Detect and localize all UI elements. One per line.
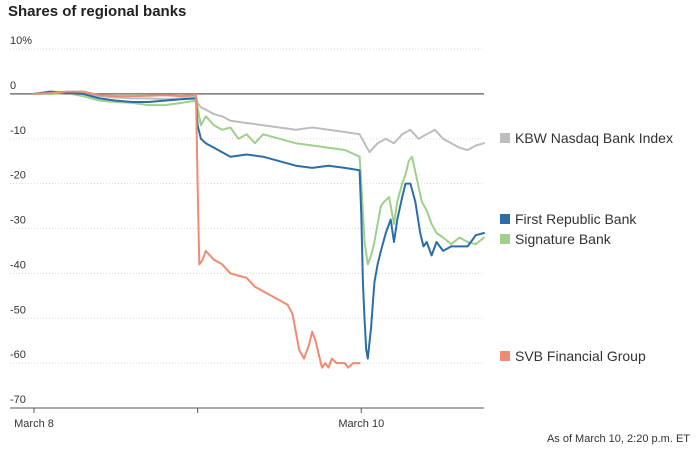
legend-swatch bbox=[500, 214, 510, 224]
chart-title: Shares of regional banks bbox=[8, 3, 187, 20]
y-tick-label: -50 bbox=[10, 304, 26, 316]
series-line-first-republic-bank bbox=[33, 90, 485, 360]
y-tick-label: 10% bbox=[10, 35, 32, 47]
x-tick-label: March 10 bbox=[338, 418, 384, 430]
legend: KBW Nasdaq Bank Index First Republic Bank… bbox=[500, 130, 673, 364]
y-tick-label: -60 bbox=[10, 349, 26, 361]
y-tick-label: -70 bbox=[10, 394, 26, 406]
chart-footnote: As of March 10, 2:20 p.m. ET bbox=[546, 433, 690, 445]
y-tick-label: -40 bbox=[10, 259, 26, 271]
x-axis: March 8 March 10 bbox=[10, 407, 484, 430]
gridlines bbox=[10, 48, 484, 409]
y-tick-label: 0 bbox=[10, 80, 16, 92]
legend-label: First Republic Bank bbox=[515, 211, 637, 227]
legend-label: Signature Bank bbox=[515, 231, 612, 247]
legend-label: KBW Nasdaq Bank Index bbox=[515, 130, 673, 146]
series-lines bbox=[33, 90, 485, 369]
series-line-svb-financial-group bbox=[33, 90, 361, 369]
y-tick-label: -30 bbox=[10, 215, 26, 227]
y-axis-ticks: 10% 0 -10 -20 -30 -40 -50 -60 -70 bbox=[10, 35, 32, 406]
series-line-signature-bank bbox=[33, 92, 485, 266]
legend-swatch bbox=[500, 234, 510, 244]
legend-label: SVB Financial Group bbox=[515, 348, 646, 364]
y-tick-label: -20 bbox=[10, 170, 26, 182]
legend-swatch bbox=[500, 133, 510, 143]
legend-swatch bbox=[500, 351, 510, 361]
y-tick-label: -10 bbox=[10, 125, 26, 137]
series-line-kbw-nasdaq-bank-index bbox=[33, 90, 485, 154]
x-tick-label: March 8 bbox=[14, 418, 54, 430]
